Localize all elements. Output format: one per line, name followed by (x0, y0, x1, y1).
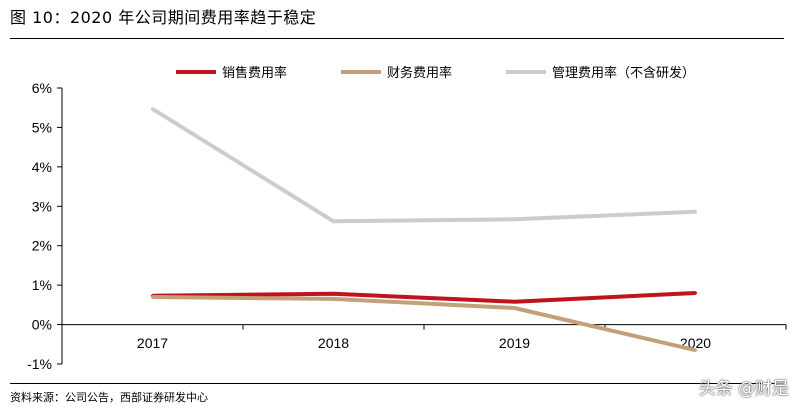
figure-title: 图 10：2020 年公司期间费用率趋于稳定 (10, 8, 317, 27)
data-point (513, 217, 516, 221)
y-tick-label: 1% (32, 277, 52, 293)
legend-label: 管理费用率（不含研发） (552, 65, 695, 81)
y-tick-label: 2% (32, 238, 52, 254)
legend-item-1: 销售费用率 (176, 65, 287, 81)
chart-legend: 销售费用率 财务费用率 管理费用率（不含研发） (176, 65, 695, 81)
series-line-2 (152, 295, 696, 353)
series-line-3 (151, 107, 696, 224)
series-line-1 (152, 291, 696, 304)
y-tick-label: -1% (27, 356, 52, 372)
data-point (513, 300, 516, 304)
source-note: 资料来源：公司公告，西部证券研发中心 (10, 391, 208, 404)
y-tick-label: 3% (32, 198, 52, 214)
y-tick-label: 6% (32, 80, 52, 96)
y-tick-label: 0% (32, 317, 52, 333)
y-tick-label: 4% (32, 159, 52, 175)
y-axis: -1% 0% 1% 2% 3% 4% 5% 6% (27, 80, 63, 372)
title-divider (10, 38, 784, 39)
data-point (332, 292, 335, 296)
data-point (694, 210, 697, 214)
line-chart: 销售费用率 财务费用率 管理费用率（不含研发） -1%0%1%2%3%4%5%6% … (27, 65, 787, 372)
legend-label: 销售费用率 (222, 65, 287, 81)
legend-item-2: 财务费用率 (341, 65, 452, 81)
data-point (332, 219, 335, 223)
watermark: 头条 @财是 (698, 379, 789, 399)
data-point (151, 295, 154, 299)
x-tick-label: 2018 (318, 335, 349, 351)
legend-item-3: 管理费用率（不含研发） (506, 65, 695, 81)
data-point (151, 107, 154, 111)
x-tick-label: 2017 (137, 335, 168, 351)
x-tick-label: 2019 (499, 335, 530, 351)
source-divider (10, 383, 784, 384)
data-point (694, 291, 697, 295)
legend-label: 财务费用率 (387, 65, 452, 81)
data-point (694, 348, 697, 352)
series-lines (151, 107, 697, 353)
data-point (332, 297, 335, 301)
y-tick-label: 5% (32, 119, 52, 135)
data-point (513, 306, 516, 310)
